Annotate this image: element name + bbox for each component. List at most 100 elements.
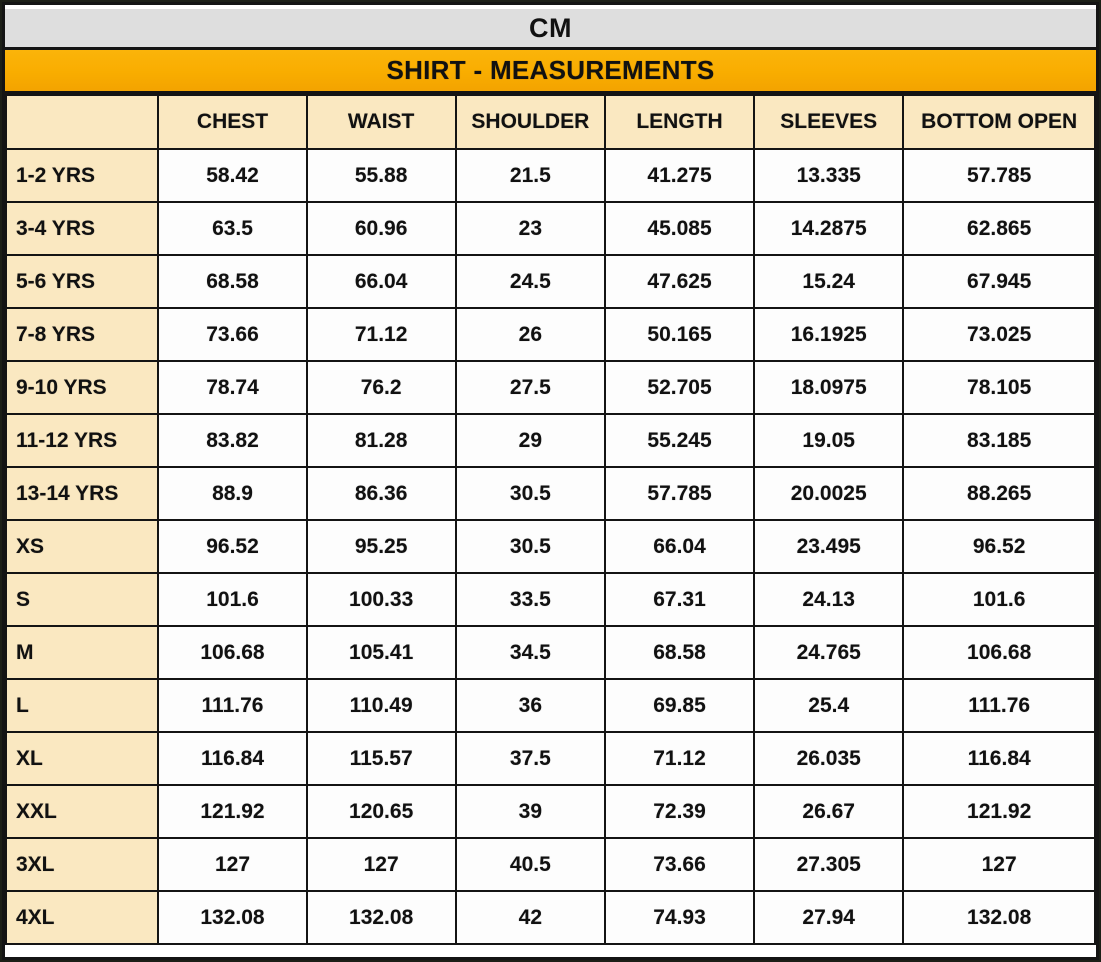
value-cell: 115.57 [305,731,457,786]
value-cell: 57.785 [603,466,756,521]
value-cell: 16.1925 [753,307,905,362]
value-cell: 45.085 [603,201,756,256]
table-row: 13-14 YRS 88.9 86.36 30.5 57.785 20.0025 88.26… [4,466,1096,521]
value-cell: 73.025 [902,307,1096,362]
value-cell: 105.41 [305,625,457,680]
value-cell: 36 [454,678,606,733]
value-cell: 83.82 [157,413,308,468]
column-header: SHOULDER [454,94,606,150]
value-cell: 25.4 [753,678,905,733]
value-cell: 121.92 [157,784,308,839]
table-row: XXL 121.92 120.65 39 72.39 26.67 121.92 [4,784,1096,839]
value-cell: 74.93 [603,890,756,945]
chart-title-bar: SHIRT - MEASUREMENTS [5,50,1096,94]
value-cell: 127 [157,837,308,892]
column-header: WAIST [305,94,457,150]
value-cell: 55.88 [305,148,457,203]
table-row: 3-4 YRS 63.5 60.96 23 45.085 14.2875 62.865 [4,201,1096,256]
value-cell: 72.39 [603,784,756,839]
value-cell: 66.04 [305,254,457,309]
value-cell: 60.96 [305,201,457,256]
value-cell: 34.5 [454,625,606,680]
measurements-table: CHEST WAIST SHOULDER LENGTH SLEEVES BOTTOM OP… [4,94,1096,945]
value-cell: 24.765 [753,625,905,680]
value-cell: 27.305 [753,837,905,892]
column-header: CHEST [157,94,308,150]
value-cell: 41.275 [603,148,756,203]
value-cell: 50.165 [603,307,756,362]
value-cell: 106.68 [157,625,308,680]
size-label-cell: 13-14 YRS [4,466,160,521]
value-cell: 55.245 [603,413,756,468]
value-cell: 57.785 [902,148,1096,203]
table-row: S 101.6 100.33 33.5 67.31 24.13 101.6 [4,572,1096,627]
value-cell: 96.52 [902,519,1096,574]
value-cell: 67.945 [902,254,1096,309]
value-cell: 101.6 [902,572,1096,627]
value-cell: 63.5 [157,201,308,256]
value-cell: 58.42 [157,148,308,203]
size-label-cell: L [4,678,160,733]
value-cell: 24.5 [454,254,606,309]
chart-title: SHIRT - MEASUREMENTS [386,55,715,85]
value-cell: 132.08 [157,890,308,945]
value-cell: 15.24 [753,254,905,309]
value-cell: 67.31 [603,572,756,627]
value-cell: 127 [902,837,1096,892]
table-row: 1-2 YRS 58.42 55.88 21.5 41.275 13.335 57.785 [4,148,1096,203]
value-cell: 30.5 [454,466,606,521]
value-cell: 78.74 [157,360,308,415]
value-cell: 76.2 [305,360,457,415]
value-cell: 26.67 [753,784,905,839]
value-cell: 66.04 [603,519,756,574]
value-cell: 13.335 [753,148,905,203]
table-row: 7-8 YRS 73.66 71.12 26 50.165 16.1925 73.025 [4,307,1096,362]
size-label-cell: XS [4,519,160,574]
value-cell: 30.5 [454,519,606,574]
size-label-cell: S [4,572,160,627]
value-cell: 68.58 [157,254,308,309]
table-row: 9-10 YRS 78.74 76.2 27.5 52.705 18.0975 78.105 [4,360,1096,415]
table-row: XL 116.84 115.57 37.5 71.12 26.035 116.84 [4,731,1096,786]
value-cell: 127 [305,837,457,892]
value-cell: 95.25 [305,519,457,574]
table-row: 4XL 132.08 132.08 42 74.93 27.94 132.08 [4,890,1096,945]
value-cell: 78.105 [902,360,1096,415]
value-cell: 111.76 [902,678,1096,733]
value-cell: 20.0025 [753,466,905,521]
value-cell: 81.28 [305,413,457,468]
value-cell: 73.66 [157,307,308,362]
table-row: M 106.68 105.41 34.5 68.58 24.765 106.68 [4,625,1096,680]
value-cell: 101.6 [157,572,308,627]
value-cell: 62.865 [902,201,1096,256]
value-cell: 88.9 [157,466,308,521]
value-cell: 14.2875 [753,201,905,256]
value-cell: 110.49 [305,678,457,733]
value-cell: 27.5 [454,360,606,415]
value-cell: 39 [454,784,606,839]
size-label-cell: 7-8 YRS [4,307,160,362]
size-label-cell: XXL [4,784,160,839]
value-cell: 71.12 [305,307,457,362]
value-cell: 120.65 [305,784,457,839]
table-row: XS 96.52 95.25 30.5 66.04 23.495 96.52 [4,519,1096,574]
value-cell: 27.94 [753,890,905,945]
value-cell: 121.92 [902,784,1096,839]
column-header: SLEEVES [753,94,905,150]
value-cell: 86.36 [305,466,457,521]
value-cell: 21.5 [454,148,606,203]
table-row: L 111.76 110.49 36 69.85 25.4 111.76 [4,678,1096,733]
corner-cell [4,94,160,150]
value-cell: 106.68 [902,625,1096,680]
size-label-cell: M [4,625,160,680]
value-cell: 132.08 [305,890,457,945]
unit-label: CM [529,12,572,43]
size-label-cell: 9-10 YRS [4,360,160,415]
value-cell: 111.76 [157,678,308,733]
value-cell: 52.705 [603,360,756,415]
header-row: CHEST WAIST SHOULDER LENGTH SLEEVES BOTTOM OP… [4,94,1096,150]
column-header: LENGTH [603,94,756,150]
value-cell: 116.84 [157,731,308,786]
value-cell: 116.84 [902,731,1096,786]
unit-header-bar: CM [5,9,1096,50]
